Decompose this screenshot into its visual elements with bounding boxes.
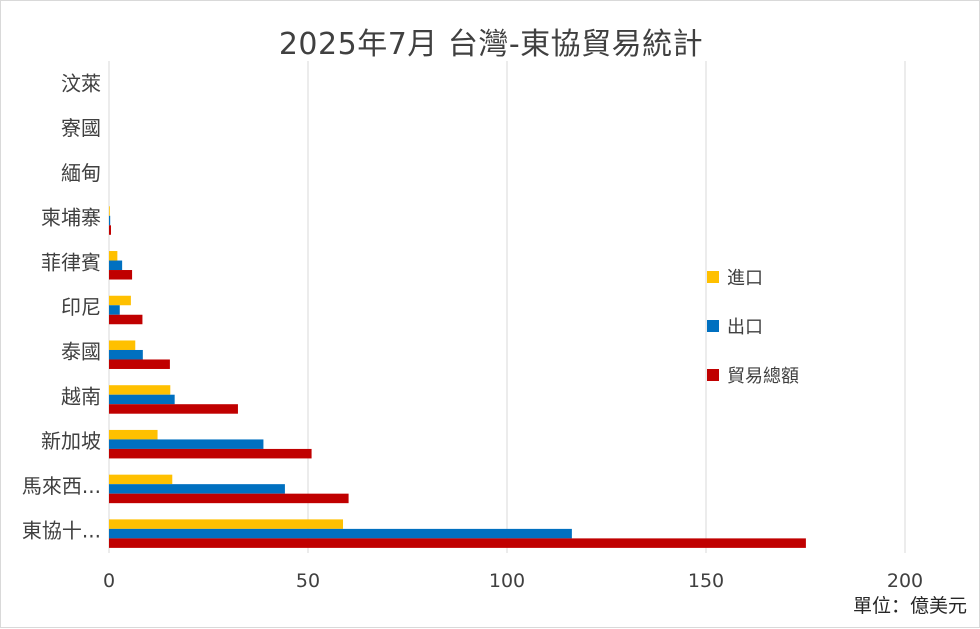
bar-0-5 <box>109 295 131 306</box>
bar-2-1 <box>109 493 349 504</box>
legend-item-total: 貿易總額 <box>707 363 799 387</box>
bar-1-1 <box>109 484 285 494</box>
category-label: 泰國 <box>61 340 101 364</box>
bar-0-3 <box>109 385 171 395</box>
x-tick-label: 200 <box>887 570 923 592</box>
bars <box>109 206 806 548</box>
bar-2-4 <box>109 359 170 369</box>
bar-1-5 <box>109 305 120 315</box>
bar-2-3 <box>109 404 238 414</box>
category-label: 馬來西... <box>22 474 101 498</box>
bar-2-2 <box>109 448 312 459</box>
category-label: 緬甸 <box>61 161 101 185</box>
bar-1-6 <box>109 260 123 271</box>
bar-0-7 <box>109 206 110 216</box>
x-tick-label: 50 <box>296 570 320 592</box>
bar-0-0 <box>109 519 344 529</box>
legend-swatch-import <box>707 271 719 283</box>
bar-0-6 <box>109 251 118 261</box>
bar-0-4 <box>109 340 136 350</box>
chart-title: 2025年7月 台灣-東協貿易統計 <box>278 27 704 62</box>
legend-swatch-total <box>707 369 719 381</box>
legend-item-import: 進口 <box>707 265 799 289</box>
unit-note: 單位：億美元 <box>852 595 967 617</box>
bar-0-1 <box>109 474 173 485</box>
legend-swatch-export <box>707 320 719 332</box>
bar-1-0 <box>109 528 572 539</box>
category-label: 寮國 <box>61 116 101 140</box>
bar-2-7 <box>109 225 111 235</box>
bar-2-5 <box>109 314 143 325</box>
bar-1-2 <box>109 439 264 449</box>
x-tick-label: 150 <box>688 570 724 592</box>
category-labels: 東協十... 馬來西... 新加坡 越南 泰國 印尼 菲律賓 柬埔寨 緬甸 寮國 汶萊 <box>22 71 101 542</box>
legend-item-export: 出口 <box>707 314 799 338</box>
x-tick-labels: 0 50 100 150 200 <box>103 570 923 592</box>
bar-0-2 <box>109 429 158 440</box>
x-tick-label: 100 <box>489 570 525 592</box>
category-label: 新加坡 <box>41 429 101 453</box>
legend-label-import: 進口 <box>727 268 763 289</box>
bar-1-4 <box>109 349 143 360</box>
bar-2-0 <box>109 538 806 548</box>
bar-1-3 <box>109 394 175 405</box>
legend-label-total: 貿易總額 <box>727 366 799 387</box>
category-label: 菲律賓 <box>41 250 101 274</box>
category-label: 柬埔寨 <box>41 206 101 230</box>
category-label: 汶萊 <box>61 71 101 95</box>
bar-1-7 <box>109 215 111 226</box>
bar-2-6 <box>109 270 133 280</box>
category-label: 印尼 <box>61 295 101 319</box>
x-tick-label: 0 <box>103 570 115 592</box>
category-label: 越南 <box>61 384 101 408</box>
legend-label-export: 出口 <box>727 317 763 338</box>
category-label: 東協十... <box>22 519 101 543</box>
legend: 進口 出口 貿易總額 <box>707 265 799 412</box>
